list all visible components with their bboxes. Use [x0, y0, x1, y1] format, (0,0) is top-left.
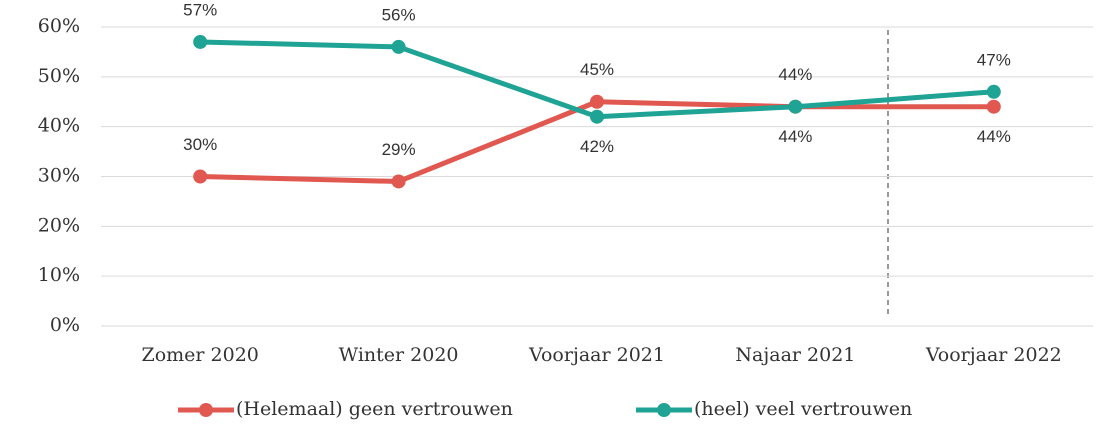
legend-label: (Helemaal) geen vertrouwen [236, 398, 513, 420]
data-label: 45% [580, 60, 614, 79]
point [590, 109, 604, 124]
point [986, 99, 1001, 114]
data-label: 57% [183, 0, 217, 19]
y-tick-label: 60% [38, 15, 80, 37]
point [391, 174, 406, 189]
point [391, 39, 406, 54]
legend-marker [657, 403, 671, 417]
point [193, 169, 208, 184]
x-tick-label: Voorjaar 2022 [925, 344, 1062, 366]
data-label: 44% [778, 65, 812, 84]
data-label: 29% [382, 140, 416, 159]
point [986, 84, 1001, 99]
x-tick-label: Najaar 2021 [735, 344, 855, 366]
y-tick-label: 20% [38, 214, 80, 236]
y-tick-label: 10% [38, 264, 80, 286]
y-tick-label: 0% [50, 314, 80, 336]
x-tick-label: Zomer 2020 [142, 344, 259, 366]
data-label: 44% [778, 127, 812, 146]
y-tick-label: 40% [38, 115, 80, 137]
y-tick-label: 30% [38, 165, 80, 187]
point [788, 99, 803, 114]
legend-marker [199, 403, 213, 417]
data-label: 42% [580, 137, 614, 156]
data-label: 44% [977, 127, 1011, 146]
y-tick-label: 50% [38, 65, 80, 87]
x-tick-label: Voorjaar 2021 [528, 344, 665, 366]
legend-label: (heel) veel vertrouwen [694, 398, 912, 420]
point [193, 34, 208, 49]
data-label: 47% [977, 50, 1011, 69]
data-label: 30% [183, 135, 217, 154]
x-tick-label: Winter 2020 [339, 344, 459, 366]
point [590, 94, 604, 109]
data-label: 56% [382, 5, 416, 24]
